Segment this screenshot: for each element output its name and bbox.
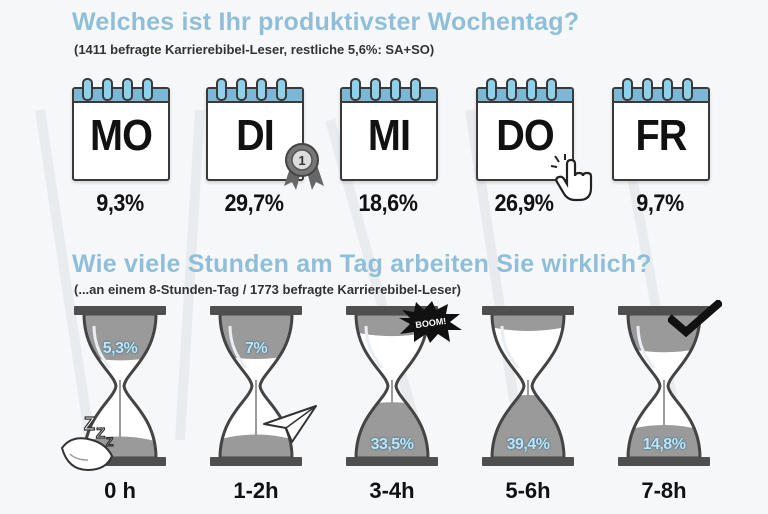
hourglass-graphic xyxy=(482,306,574,466)
calendar-ring xyxy=(370,78,381,101)
calendar-do: DO xyxy=(476,70,574,186)
calendar-day-label: FR xyxy=(635,111,688,160)
hours-category-label: 5-6h xyxy=(505,478,551,503)
hourglass-graphic xyxy=(618,306,710,466)
weekday-value-label: 29,7% xyxy=(224,190,284,217)
hours-category-label: 7-8h xyxy=(641,478,687,503)
hours-value-label: 39,4% xyxy=(506,436,550,453)
calendar-ring xyxy=(216,78,227,101)
weekday-value-label: 18,6% xyxy=(358,190,418,217)
weekday-chart-title: Welches ist Ihr produktivster Wochentag? xyxy=(72,8,580,36)
hours-category-label: 0 h xyxy=(104,478,136,503)
calendar-ring xyxy=(506,78,517,101)
hand-pointer-icon xyxy=(550,154,593,202)
pillow-zzz-icon: Z Z Z xyxy=(60,413,114,472)
calendar-page: DO xyxy=(476,87,574,181)
hourglass: 39,4% xyxy=(478,306,578,466)
calendar-page: MI xyxy=(340,87,438,181)
hourglass-top-sand xyxy=(220,314,292,359)
hours-category-label: 1-2h xyxy=(233,478,279,503)
hours-category-label: 3-4h xyxy=(369,478,415,503)
svg-text:Z: Z xyxy=(96,425,105,442)
calendar-ring xyxy=(622,78,633,101)
calendar-ring xyxy=(662,78,673,101)
calendar-ring xyxy=(236,78,247,101)
hours-value-label: 14,8% xyxy=(642,436,686,453)
hourglass-bottom-sand xyxy=(220,434,292,458)
hours-value-label: 5,3% xyxy=(102,340,138,357)
hours-value-label: 33,5% xyxy=(370,436,414,453)
calendar-ring xyxy=(350,78,361,101)
calendar-day-label: MI xyxy=(367,111,411,160)
boom-text: BOOM! xyxy=(415,316,447,330)
weekday-value-label: 9,3% xyxy=(96,190,144,217)
calendar-fr: FR xyxy=(612,70,710,186)
hourglass-top-sand xyxy=(84,314,156,361)
boom-burst-icon: BOOM! xyxy=(399,301,462,343)
calendar-day-label: MO xyxy=(89,111,153,160)
calendar-ring xyxy=(642,78,653,101)
calendar-ring xyxy=(82,78,93,101)
calendar-mo: MO xyxy=(72,70,170,186)
calendar-ring xyxy=(256,78,267,101)
svg-text:Z: Z xyxy=(106,435,113,449)
hours-value-label: 7% xyxy=(244,340,268,357)
calendar-ring xyxy=(390,78,401,101)
hourglass-bottom-sand xyxy=(628,425,700,458)
paper-plane-icon xyxy=(263,405,317,443)
calendar-page: MO xyxy=(72,87,170,181)
calendar-mi: MI xyxy=(340,70,438,186)
calendar-ring xyxy=(526,78,537,101)
weekday-chart-subtitle: (1411 befragte Karrierebibel-Leser, rest… xyxy=(74,42,435,57)
hours-chart-title: Wie viele Stunden am Tag arbeiten Sie wi… xyxy=(72,250,652,278)
hours-chart-subtitle: (...an einem 8-Stunden-Tag / 1773 befrag… xyxy=(74,282,461,297)
checkmark-icon xyxy=(668,300,722,338)
calendar-day-label: DO xyxy=(496,111,554,160)
calendar-ring xyxy=(276,78,287,101)
calendar-ring xyxy=(682,78,693,101)
calendar-ring xyxy=(546,78,557,101)
calendar-ring xyxy=(122,78,133,101)
hourglass: 14,8% xyxy=(614,306,714,466)
svg-text:Z: Z xyxy=(84,414,95,434)
calendar-day-label: DI xyxy=(236,111,275,160)
badge-number: 1 xyxy=(298,153,305,168)
calendar-ring xyxy=(486,78,497,101)
rosette-badge-icon: 1 xyxy=(284,143,324,190)
weekday-value-label: 26,9% xyxy=(494,190,554,217)
calendar-ring xyxy=(102,78,113,101)
calendar-page: FR xyxy=(612,87,710,181)
calendar-ring xyxy=(410,78,421,101)
calendar-ring xyxy=(142,78,153,101)
weekday-value-label: 9,7% xyxy=(636,190,684,217)
